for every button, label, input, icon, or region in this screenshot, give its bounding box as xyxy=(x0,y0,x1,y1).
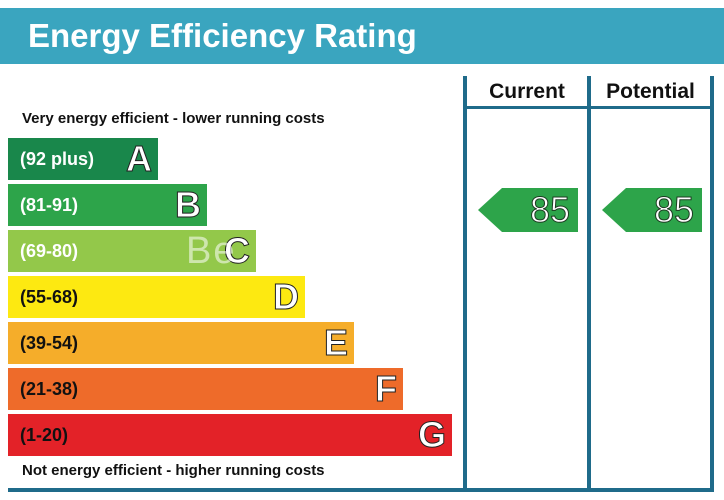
header-divider xyxy=(463,106,714,109)
watermark-text: Be xyxy=(186,230,237,272)
band-b: (81-91) B xyxy=(8,184,207,226)
band-range-label: (55-68) xyxy=(20,287,79,307)
bottom-caption: Not energy efficient - higher running co… xyxy=(22,462,325,479)
top-caption: Very energy efficient - lower running co… xyxy=(22,110,325,127)
band-g: (1-20) G xyxy=(8,414,452,456)
frame-line-right xyxy=(710,76,714,490)
band-letter-label: F xyxy=(375,368,398,410)
band-range-label: (92 plus) xyxy=(20,149,95,169)
band-letter-label: A xyxy=(126,138,153,180)
column-current: Current xyxy=(489,80,565,103)
column-potential: Potential xyxy=(606,80,695,103)
chart-title: Energy Efficiency Rating xyxy=(28,17,417,54)
potential-rating-arrow: 85 xyxy=(602,188,702,232)
band-range-label: (39-54) xyxy=(20,333,79,353)
band-range-label: (81-91) xyxy=(20,195,79,215)
frame-line-left xyxy=(463,76,467,490)
potential-rating-value: 85 xyxy=(653,189,694,231)
band-a: (92 plus) A xyxy=(8,138,158,180)
band-f: (21-38) F xyxy=(8,368,403,410)
band-letter-label: B xyxy=(175,184,202,226)
potential-arrow-shape xyxy=(602,188,702,232)
band-letter-label: C xyxy=(224,230,251,272)
frame-line-middle xyxy=(587,76,591,490)
current-arrow-shape xyxy=(478,188,578,232)
band-letter-label: E xyxy=(323,322,348,364)
band-letter-label: G xyxy=(417,414,446,456)
band-d: (55-68) D xyxy=(8,276,305,318)
band-range-label: (1-20) xyxy=(20,425,69,445)
current-rating-value: 85 xyxy=(529,189,570,231)
band-c: (69-80) C xyxy=(8,230,256,272)
band-letter-label: D xyxy=(273,276,300,318)
band-range-label: (69-80) xyxy=(20,241,79,261)
current-rating-arrow: 85 xyxy=(478,188,578,232)
bottom-border xyxy=(8,488,714,492)
title-bar: Energy Efficiency Rating xyxy=(0,8,724,64)
band-range-label: (21-38) xyxy=(20,379,79,399)
band-e: (39-54) E xyxy=(8,322,354,364)
